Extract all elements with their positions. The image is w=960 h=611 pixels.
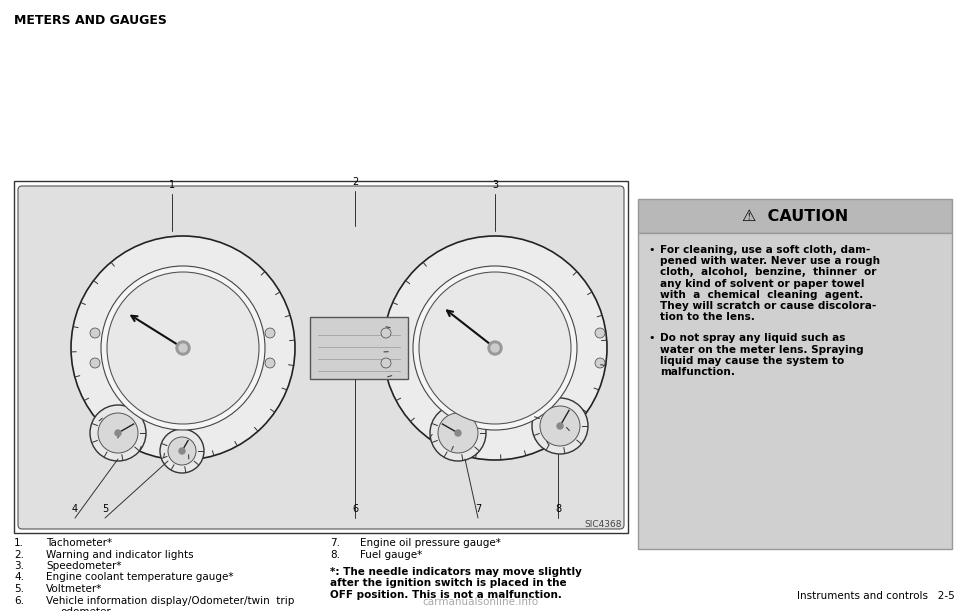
Text: 6: 6 [352, 504, 358, 514]
Bar [14, 181, 628, 533]
Circle shape [168, 437, 196, 465]
Text: Engine oil pressure gauge*: Engine oil pressure gauge* [360, 538, 501, 548]
Circle shape [413, 266, 577, 430]
Circle shape [540, 406, 580, 446]
Text: malfunction.: malfunction. [660, 367, 735, 377]
Text: 7.: 7. [330, 538, 340, 548]
Circle shape [90, 328, 100, 338]
Text: For cleaning, use a soft cloth, dam-: For cleaning, use a soft cloth, dam- [660, 245, 871, 255]
Text: 1.: 1. [14, 538, 24, 548]
Text: 3: 3 [492, 180, 498, 190]
Circle shape [115, 430, 121, 436]
Text: Vehicle information display/Odometer/twin  trip: Vehicle information display/Odometer/twi… [46, 596, 295, 606]
Circle shape [595, 358, 605, 368]
Text: any kind of solvent or paper towel: any kind of solvent or paper towel [660, 279, 865, 288]
Text: 7: 7 [475, 504, 481, 514]
Text: 3.: 3. [14, 561, 24, 571]
Text: Warning and indicator lights: Warning and indicator lights [46, 549, 194, 560]
FancyBboxPatch shape [18, 186, 624, 529]
Bar [638, 199, 952, 233]
Bar [638, 233, 952, 549]
Text: carmanualsonline.info: carmanualsonline.info [422, 597, 538, 607]
Text: with  a  chemical  cleaning  agent.: with a chemical cleaning agent. [660, 290, 863, 300]
Text: 5: 5 [102, 504, 108, 514]
Circle shape [430, 405, 486, 461]
Text: after the ignition switch is placed in the: after the ignition switch is placed in t… [330, 578, 566, 588]
Text: 5.: 5. [14, 584, 24, 594]
Circle shape [90, 358, 100, 368]
Circle shape [101, 266, 265, 430]
Text: •: • [648, 245, 655, 255]
Circle shape [179, 448, 185, 454]
Circle shape [488, 341, 502, 355]
Circle shape [179, 344, 187, 352]
Text: odometer: odometer [60, 607, 110, 611]
Circle shape [383, 236, 607, 460]
Text: 8: 8 [555, 504, 561, 514]
Text: METERS AND GAUGES: METERS AND GAUGES [14, 14, 167, 27]
Circle shape [265, 358, 275, 368]
Circle shape [107, 272, 259, 424]
Circle shape [595, 328, 605, 338]
Text: liquid may cause the system to: liquid may cause the system to [660, 356, 844, 366]
Circle shape [419, 272, 571, 424]
Circle shape [381, 358, 391, 368]
Text: 4.: 4. [14, 573, 24, 582]
Circle shape [438, 413, 478, 453]
Text: 1: 1 [169, 180, 175, 190]
Text: 6.: 6. [14, 596, 24, 606]
Circle shape [491, 344, 499, 352]
Text: Engine coolant temperature gauge*: Engine coolant temperature gauge* [46, 573, 233, 582]
Bar [310, 317, 408, 379]
Text: *: The needle indicators may move slightly: *: The needle indicators may move slight… [330, 567, 582, 577]
Circle shape [90, 405, 146, 461]
Circle shape [160, 429, 204, 473]
Text: 2: 2 [352, 177, 358, 187]
Circle shape [557, 423, 563, 429]
Circle shape [71, 236, 295, 460]
Text: OFF position. This is not a malfunction.: OFF position. This is not a malfunction. [330, 590, 562, 600]
Text: SIC4368: SIC4368 [585, 520, 622, 529]
Text: 2.: 2. [14, 549, 24, 560]
Text: Fuel gauge*: Fuel gauge* [360, 549, 422, 560]
Text: 8.: 8. [330, 549, 340, 560]
Circle shape [532, 398, 588, 454]
Text: They will scratch or cause discolora-: They will scratch or cause discolora- [660, 301, 876, 311]
Text: 4: 4 [72, 504, 78, 514]
Circle shape [176, 341, 190, 355]
Text: ⚠  CAUTION: ⚠ CAUTION [742, 208, 848, 224]
Text: Do not spray any liquid such as: Do not spray any liquid such as [660, 334, 846, 343]
Circle shape [98, 413, 138, 453]
Text: Instruments and controls   2-5: Instruments and controls 2-5 [797, 591, 955, 601]
Text: pened with water. Never use a rough: pened with water. Never use a rough [660, 256, 880, 266]
Circle shape [381, 328, 391, 338]
Circle shape [455, 430, 461, 436]
Text: Tachometer*: Tachometer* [46, 538, 112, 548]
Text: Speedometer*: Speedometer* [46, 561, 122, 571]
Text: Voltmeter*: Voltmeter* [46, 584, 103, 594]
Text: tion to the lens.: tion to the lens. [660, 312, 755, 322]
Text: •: • [648, 334, 655, 343]
Text: water on the meter lens. Spraying: water on the meter lens. Spraying [660, 345, 864, 354]
Text: cloth,  alcohol,  benzine,  thinner  or: cloth, alcohol, benzine, thinner or [660, 268, 876, 277]
Circle shape [265, 328, 275, 338]
